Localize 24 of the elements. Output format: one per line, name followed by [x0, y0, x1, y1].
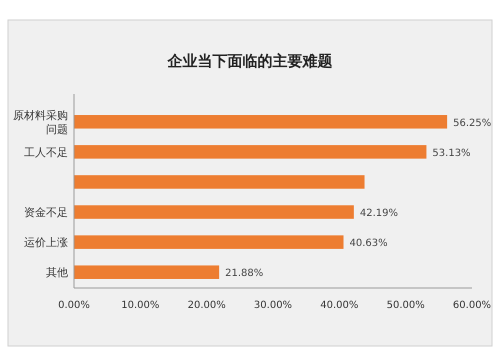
- y-tick-label: 工人不足: [24, 146, 68, 159]
- data-label: 40.63%: [350, 238, 388, 250]
- x-tick-label: 10.00%: [121, 300, 160, 311]
- x-tick-label: 0.00%: [58, 300, 90, 311]
- x-tick-label: 50.00%: [386, 300, 425, 311]
- data-label: 53.13%: [432, 148, 471, 159]
- chart-title: 企业当下面临的主要难题: [166, 52, 332, 70]
- bar: [74, 145, 426, 159]
- data-label: 56.25%: [453, 118, 492, 129]
- y-tick-label: 其他: [46, 266, 68, 280]
- data-label: 42.19%: [360, 208, 398, 220]
- y-tick-label: 运价上涨: [24, 236, 68, 250]
- x-tick-label: 30.00%: [254, 300, 292, 311]
- bar: [74, 265, 220, 279]
- bar: [74, 115, 448, 129]
- x-tick-label: 20.00%: [188, 300, 226, 311]
- bar: [74, 205, 354, 219]
- bar: [74, 175, 365, 189]
- y-tick-label: 资金不足: [24, 206, 68, 220]
- x-tick-label: 40.00%: [320, 300, 358, 311]
- bar: [74, 235, 344, 249]
- data-label: 21.88%: [225, 268, 264, 280]
- y-tick-label: 原材料采购问题: [13, 108, 68, 136]
- x-tick-label: 60.00%: [452, 300, 492, 311]
